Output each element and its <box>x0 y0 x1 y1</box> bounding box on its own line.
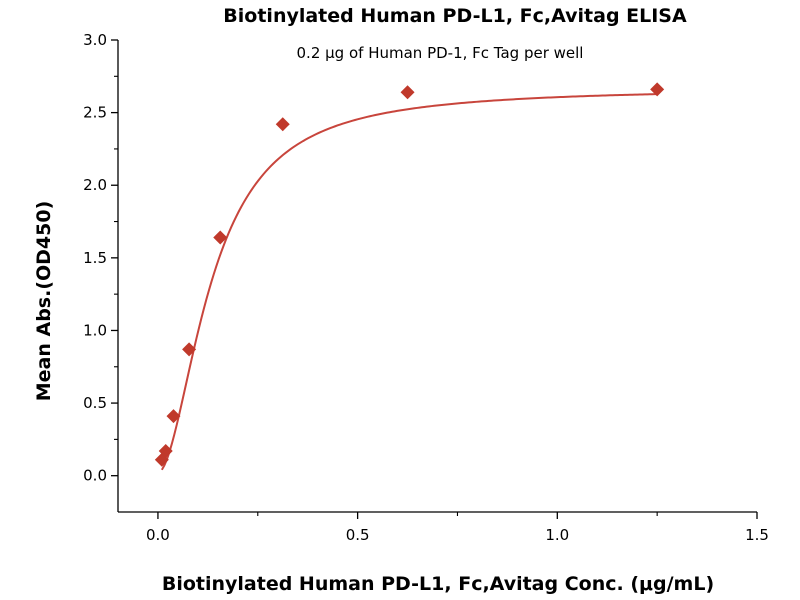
y-tick-label: 1.0 <box>83 321 107 339</box>
plot-area: 0.0 0.5 1.0 1.5 2.0 2.5 3.0 0.0 0.5 1.0 1.5 <box>83 31 769 544</box>
chart-subtitle: 0.2 μg of Human PD-1, Fc Tag per well <box>297 44 584 62</box>
x-tick-label: 0.5 <box>346 526 370 544</box>
y-tick-label: 2.5 <box>83 104 107 122</box>
data-point <box>166 409 181 424</box>
y-tick-label: 3.0 <box>83 31 107 49</box>
y-tick-label: 1.5 <box>83 249 107 267</box>
data-point <box>275 117 290 132</box>
data-point <box>650 82 665 97</box>
x-tick-label: 0.0 <box>146 526 170 544</box>
data-point <box>213 230 228 245</box>
y-axis-label: Mean Abs.(OD450) <box>33 201 55 402</box>
data-point <box>182 342 197 357</box>
x-axis-label: Biotinylated Human PD-L1, Fc,Avitag Conc… <box>162 573 714 595</box>
data-point <box>400 85 415 100</box>
x-tick-label: 1.0 <box>545 526 569 544</box>
chart-title: Biotinylated Human PD-L1, Fc,Avitag ELIS… <box>223 5 687 27</box>
data-point <box>158 444 173 459</box>
x-tick-label: 1.5 <box>745 526 769 544</box>
y-tick-label: 0.5 <box>83 394 107 412</box>
fit-curve <box>160 93 658 471</box>
y-tick-label: 0.0 <box>83 467 107 485</box>
y-tick-label: 2.0 <box>83 176 107 194</box>
